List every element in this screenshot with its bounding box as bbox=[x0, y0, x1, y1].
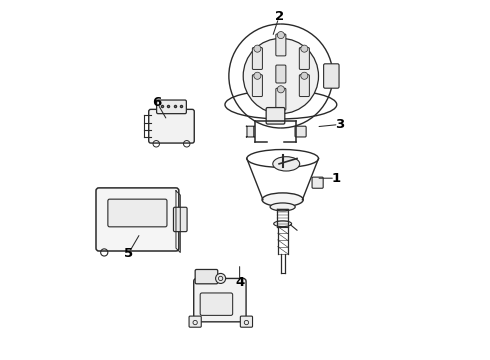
FancyBboxPatch shape bbox=[194, 278, 246, 322]
Text: 5: 5 bbox=[124, 247, 133, 260]
Circle shape bbox=[243, 39, 318, 114]
Ellipse shape bbox=[262, 193, 303, 207]
FancyBboxPatch shape bbox=[173, 207, 187, 231]
Ellipse shape bbox=[270, 203, 295, 211]
FancyBboxPatch shape bbox=[148, 109, 194, 143]
FancyBboxPatch shape bbox=[276, 34, 286, 56]
Text: 2: 2 bbox=[274, 10, 284, 23]
Polygon shape bbox=[176, 191, 180, 252]
Circle shape bbox=[216, 273, 225, 283]
FancyBboxPatch shape bbox=[299, 75, 309, 96]
Circle shape bbox=[301, 72, 308, 79]
FancyBboxPatch shape bbox=[252, 48, 263, 69]
FancyBboxPatch shape bbox=[246, 126, 255, 137]
Circle shape bbox=[277, 32, 284, 39]
Text: 4: 4 bbox=[235, 276, 244, 289]
Text: 3: 3 bbox=[336, 118, 344, 131]
Circle shape bbox=[301, 45, 308, 52]
FancyBboxPatch shape bbox=[96, 188, 179, 251]
Circle shape bbox=[254, 72, 261, 79]
FancyBboxPatch shape bbox=[157, 100, 186, 114]
FancyBboxPatch shape bbox=[195, 270, 218, 284]
Text: 1: 1 bbox=[332, 172, 341, 185]
Ellipse shape bbox=[273, 157, 300, 171]
FancyBboxPatch shape bbox=[276, 65, 286, 83]
FancyBboxPatch shape bbox=[312, 177, 323, 188]
FancyBboxPatch shape bbox=[266, 108, 285, 124]
Ellipse shape bbox=[274, 221, 292, 226]
FancyBboxPatch shape bbox=[276, 88, 286, 110]
FancyBboxPatch shape bbox=[240, 316, 252, 327]
FancyBboxPatch shape bbox=[108, 199, 167, 227]
Text: 6: 6 bbox=[152, 96, 162, 109]
Circle shape bbox=[277, 86, 284, 93]
FancyBboxPatch shape bbox=[252, 75, 263, 96]
FancyBboxPatch shape bbox=[189, 316, 201, 327]
FancyBboxPatch shape bbox=[295, 126, 306, 137]
FancyBboxPatch shape bbox=[323, 64, 339, 88]
FancyBboxPatch shape bbox=[299, 48, 309, 69]
FancyBboxPatch shape bbox=[200, 293, 233, 315]
Circle shape bbox=[254, 45, 261, 52]
